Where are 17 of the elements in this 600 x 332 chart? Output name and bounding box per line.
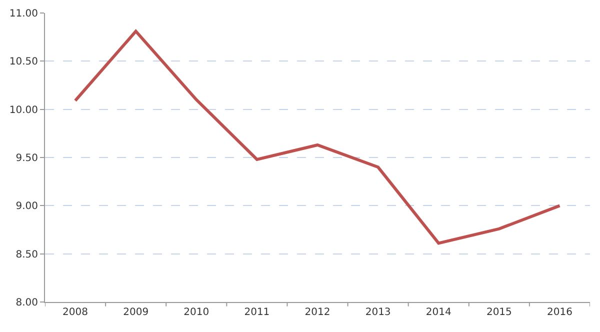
y-tick-label: 8.00: [16, 298, 38, 308]
x-tick-label: 2011: [244, 307, 270, 318]
y-tick-label: 10.00: [9, 104, 38, 116]
x-tick-label: 2010: [184, 307, 210, 318]
x-tick-label: 2015: [486, 307, 512, 318]
x-tick-label: 2016: [546, 307, 572, 318]
y-tick-label: 9.00: [16, 201, 38, 212]
y-tick-label: 9.50: [16, 153, 38, 164]
y-tick-label: 8.50: [16, 249, 38, 260]
x-tick-label: 2014: [426, 307, 452, 318]
x-tick-label: 2009: [123, 307, 149, 318]
x-tick-label: 2008: [62, 307, 88, 318]
x-tick-label: 2012: [304, 307, 330, 318]
y-tick-label: 10.50: [9, 56, 38, 68]
x-tick-label: 2013: [365, 307, 391, 318]
line-series: [74, 30, 562, 245]
y-tick-label: 11.00: [9, 8, 38, 20]
